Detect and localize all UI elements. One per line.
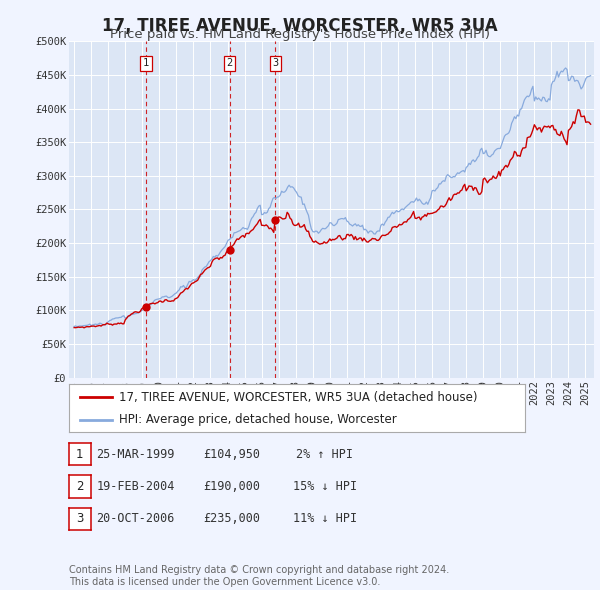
Text: £235,000: £235,000	[203, 512, 260, 526]
Text: £190,000: £190,000	[203, 480, 260, 493]
Text: 19-FEB-2004: 19-FEB-2004	[97, 480, 175, 493]
Text: 1: 1	[143, 58, 149, 68]
Text: 2: 2	[226, 58, 233, 68]
Text: 17, TIREE AVENUE, WORCESTER, WR5 3UA (detached house): 17, TIREE AVENUE, WORCESTER, WR5 3UA (de…	[119, 391, 478, 404]
Text: 20-OCT-2006: 20-OCT-2006	[97, 512, 175, 526]
Text: 17, TIREE AVENUE, WORCESTER, WR5 3UA: 17, TIREE AVENUE, WORCESTER, WR5 3UA	[102, 17, 498, 35]
Text: 11% ↓ HPI: 11% ↓ HPI	[293, 512, 356, 526]
Text: 1: 1	[76, 447, 83, 461]
Text: 3: 3	[76, 512, 83, 526]
Text: 2% ↑ HPI: 2% ↑ HPI	[296, 447, 353, 461]
Text: HPI: Average price, detached house, Worcester: HPI: Average price, detached house, Worc…	[119, 413, 397, 427]
Text: 25-MAR-1999: 25-MAR-1999	[97, 447, 175, 461]
Text: Price paid vs. HM Land Registry's House Price Index (HPI): Price paid vs. HM Land Registry's House …	[110, 28, 490, 41]
Text: 2: 2	[76, 480, 83, 493]
Text: 15% ↓ HPI: 15% ↓ HPI	[293, 480, 356, 493]
Text: Contains HM Land Registry data © Crown copyright and database right 2024.
This d: Contains HM Land Registry data © Crown c…	[69, 565, 449, 587]
Text: 3: 3	[272, 58, 278, 68]
Text: £104,950: £104,950	[203, 447, 260, 461]
